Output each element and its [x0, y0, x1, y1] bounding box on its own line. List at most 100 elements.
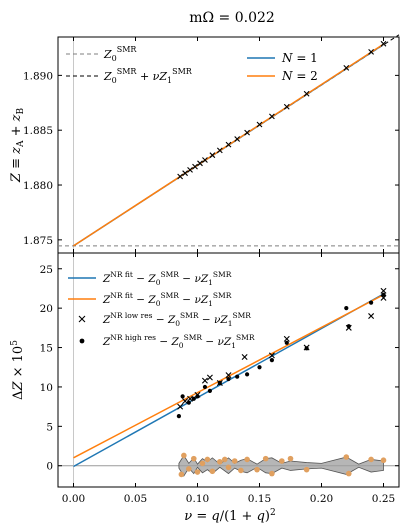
bottom-ytick-label: 25	[40, 264, 53, 276]
top-point	[343, 65, 350, 71]
high-res-point	[381, 292, 386, 297]
low-res-point	[201, 377, 208, 384]
top-point	[380, 40, 387, 47]
top-ytick-label: 1.890	[23, 70, 53, 82]
low-res-point	[380, 287, 387, 294]
low-res-point	[380, 294, 387, 301]
low-res-point	[368, 313, 375, 320]
bottom-plot-area	[58, 253, 399, 487]
top-point	[209, 152, 216, 159]
bottom-ytick-label: 0	[46, 461, 53, 473]
residual-point	[244, 456, 250, 463]
top-ytick-label: 1.875	[23, 235, 53, 247]
bottom-xtick-label: 0.10	[186, 493, 209, 505]
top-point	[202, 157, 208, 163]
residual-point	[279, 458, 285, 464]
legend-high-res-marker	[79, 338, 85, 344]
top-legend: Z0SMR Z0SMR + νZ1SMR N = 1 N = 2	[66, 45, 318, 85]
top-point	[187, 167, 193, 173]
high-res-point	[284, 340, 289, 345]
residual-point	[186, 466, 192, 472]
high-res-point	[217, 380, 222, 386]
high-res-point	[186, 400, 191, 405]
bottom-xtick-label: 0.20	[310, 493, 333, 505]
legend-n2-label: N = 2	[281, 69, 318, 83]
bottom-xtick-label: 0.05	[124, 493, 147, 505]
high-res-point	[269, 358, 274, 363]
high-res-point	[245, 372, 250, 377]
bottom-ytick-label: 5	[46, 421, 53, 433]
top-point	[283, 103, 290, 110]
high-res-point	[226, 376, 231, 382]
bottom-xtick-label: 0.15	[248, 493, 271, 505]
residual-point	[190, 455, 197, 462]
residual-point	[194, 469, 201, 475]
residual-point	[204, 456, 211, 463]
residual-point	[221, 456, 228, 463]
top-point	[197, 160, 203, 167]
residual-point	[254, 466, 260, 473]
top-point	[269, 113, 275, 120]
high-res-point	[257, 365, 262, 370]
low-res-point	[241, 354, 248, 360]
residual-point	[209, 468, 216, 475]
legend-fit-n1-label: ZNR fit − Z0SMR − νZ1SMR	[102, 270, 232, 287]
high-res-point	[346, 324, 351, 329]
bottom-legend: ZNR fit − Z0SMR − νZ1SMR ZNR fit − Z0SMR…	[68, 270, 255, 350]
high-res-point	[235, 374, 240, 379]
top-ylabel: Z ≡ zA + zB	[9, 108, 26, 184]
top-panel: 1.875 1.880 1.885 1.890 Z ≡ zA + zB Z0SMR Z…	[9, 34, 400, 254]
low-res-point	[283, 335, 290, 342]
top-point	[182, 170, 188, 177]
top-point	[303, 90, 310, 97]
high-res-point	[191, 396, 196, 401]
legend-fit-n2-label: ZNR fit − Z0SMR − νZ1SMR	[102, 291, 232, 308]
legend-z0-nu-z1-label: Z0SMR + νZ1SMR	[103, 67, 193, 85]
residual-point	[238, 467, 244, 474]
top-point	[244, 129, 250, 136]
bottom-panel-frame	[57, 252, 400, 488]
bottom-points	[176, 287, 387, 478]
bottom-series-line-1	[73, 294, 384, 459]
residual-point	[181, 452, 187, 459]
high-res-point	[180, 394, 185, 399]
legend-z0-label: Z0SMR	[103, 45, 137, 63]
residual-point	[262, 455, 269, 462]
top-points	[177, 40, 387, 180]
low-res-point	[268, 352, 275, 359]
low-res-point	[177, 403, 184, 410]
high-res-point	[195, 394, 200, 399]
bottom-ylabel: ΔZ × 105	[10, 340, 26, 400]
legend-low-res-marker	[78, 315, 86, 323]
residual-point	[178, 471, 185, 478]
high-res-point	[202, 384, 208, 390]
high-res-point	[207, 388, 212, 393]
top-point	[234, 136, 241, 142]
low-res-point	[187, 395, 194, 402]
bottom-axis-ticks: 0 5 10 15 20 25 0.00 0.05 0.10 0.15 0.20 0.25	[40, 253, 399, 505]
bottom-ytick-label: 15	[40, 343, 53, 355]
chart-title: mΩ = 0.022	[189, 10, 275, 26]
residual-point	[368, 456, 374, 463]
top-point	[225, 141, 232, 148]
top-point	[192, 163, 198, 170]
top-point	[256, 121, 263, 128]
residual-point	[343, 454, 350, 460]
top-ytick-label: 1.885	[23, 125, 53, 137]
top-point	[368, 49, 374, 55]
residual-point	[345, 470, 352, 477]
bottom-panel: 0 5 10 15 20 25 0.00 0.05 0.10 0.15 0.20 0.25 ΔZ × …	[10, 252, 400, 524]
residual-point	[231, 458, 238, 464]
top-point	[216, 147, 223, 154]
high-res-point	[176, 413, 181, 419]
bottom-xtick-label: 0.00	[62, 493, 85, 505]
residual-point	[287, 455, 294, 462]
high-res-point	[344, 306, 349, 311]
high-res-point	[304, 346, 309, 351]
residual-point	[217, 458, 223, 465]
top-axis-ticks: 1.875 1.880 1.885 1.890	[23, 37, 399, 253]
bottom-xlabel: ν = q/(1 + q)2	[184, 508, 275, 524]
high-res-point	[369, 300, 374, 305]
legend-low-res-label: ZNR low res − Z0SMR − νZ1SMR	[102, 311, 251, 328]
